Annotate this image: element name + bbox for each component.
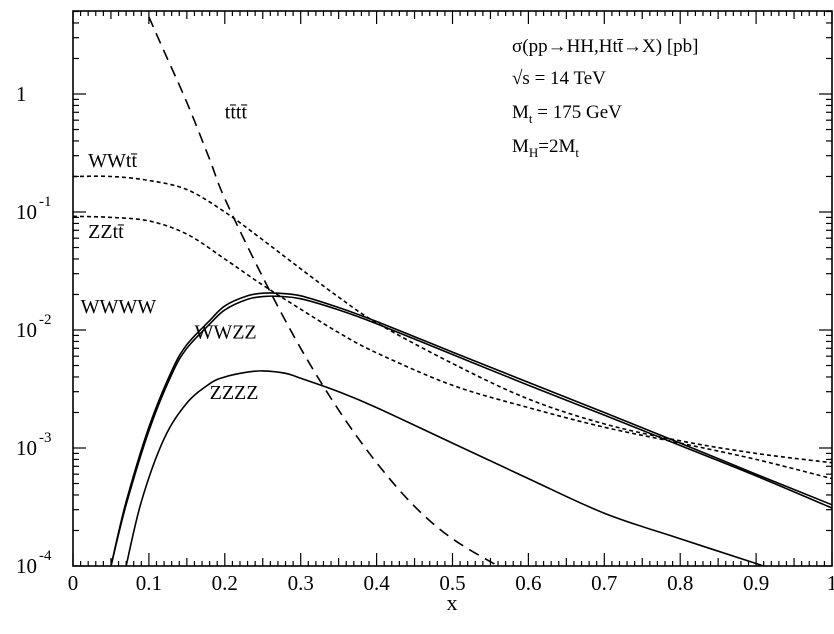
series-lines (73, 16, 832, 566)
x-tick-label: 0.1 (136, 571, 162, 595)
series-wwzz-line (110, 295, 832, 566)
annotation-top-mass-sub: t (529, 111, 533, 126)
series-wwtt-label: WWtt̄ (88, 150, 138, 172)
annotation-top-mass-symbol: M (512, 102, 529, 123)
y-tick-label: 10 -1 (16, 194, 52, 224)
annotation-higgs-mass-equals: =2M (538, 136, 575, 157)
x-tick-label: 0.4 (363, 571, 390, 595)
tick-labels: 0 0.1 0.2 0.3 0.4 0.5 0.6 0.7 0.8 0.9 1 1 10-1 10-2 10… (16, 82, 834, 595)
series-zzzz-line (125, 370, 766, 566)
series-wwww-label: WWWW (81, 296, 157, 318)
series-zztt-label: ZZtt̄ (88, 221, 125, 243)
series-tttt-label: tt̄tt̄ (225, 101, 248, 123)
x-tick-label: 0.2 (212, 571, 238, 595)
annotation-higgs-mass-symbol: M (512, 136, 529, 157)
annotation-higgs-mass-sub2: t (575, 145, 579, 160)
x-tick-label: 0.7 (591, 571, 617, 595)
annotation-energy: √s = 14 TeV (512, 68, 606, 89)
x-tick-label: 0.3 (288, 571, 314, 595)
x-tick-label: 0.8 (667, 571, 693, 595)
x-tick-label: 0.6 (515, 571, 541, 595)
annotation-higgs-mass-sub: H (529, 145, 538, 160)
annotation-block: σ(pp→HH,Htt̄→X) [pb] √s = 14 TeV Mt = 17… (512, 36, 699, 160)
series-zzzz-label: ZZZZ (210, 382, 259, 404)
x-tick-label: 0.5 (439, 571, 465, 595)
annotation-top-mass: Mt = 175 GeV (512, 102, 622, 126)
plot-frame (72, 10, 833, 567)
axis-ticks (72, 10, 833, 567)
series-wwww-line (110, 292, 832, 566)
annotation-top-mass-value: = 175 GeV (533, 102, 623, 123)
y-tick-label: 10 -3 (16, 430, 52, 460)
x-axis-label: x (447, 590, 458, 615)
x-tick-label: 0.9 (743, 571, 769, 595)
y-tick-label: 1 (16, 82, 27, 106)
series-tttt-line (148, 16, 499, 566)
annotation-process: σ(pp→HH,Htt̄→X) [pb] (512, 36, 699, 57)
y-tick-label: 10 -2 (16, 312, 52, 342)
x-tick-label: 1 (827, 571, 834, 595)
series-wwzz-label: WWZZ (194, 321, 256, 343)
y-tick-label: 10 -4 (16, 548, 52, 578)
x-tick-label: 0 (68, 571, 79, 595)
annotation-higgs-mass: MH=2Mt (512, 136, 579, 160)
